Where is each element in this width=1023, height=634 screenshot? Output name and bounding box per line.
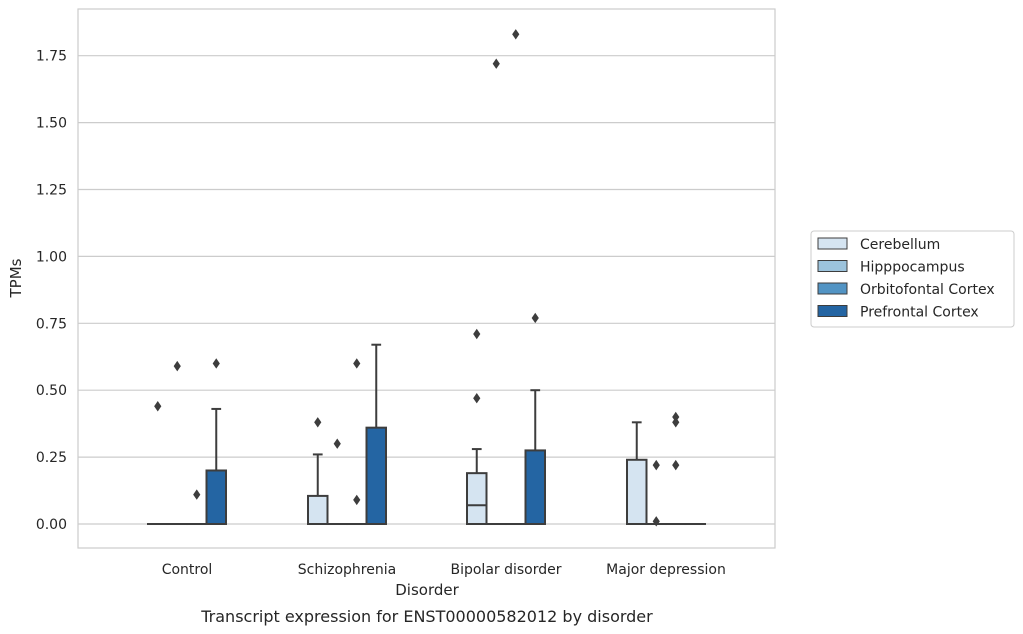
y-tick-label: 0.00	[36, 517, 67, 533]
box-iqr	[307, 494, 329, 526]
x-tick-label: Control	[162, 562, 213, 578]
plot-background	[78, 9, 775, 548]
legend-frame	[810, 230, 1015, 328]
box-0-1	[307, 417, 329, 526]
x-axis-ticks: Control Schizophrenia Bipolar disorder Majo…	[162, 562, 726, 578]
box-1-1	[326, 438, 348, 526]
outlier-point	[353, 358, 361, 369]
outlier-point	[512, 29, 520, 40]
y-tick-label: 0.50	[36, 383, 67, 399]
box-2-1	[346, 358, 368, 526]
legend-label: Orbitofontal Cortex	[860, 282, 995, 298]
box-3-0	[205, 358, 227, 526]
chart-caption: Transcript expression for ENST0000058201…	[200, 607, 653, 626]
outlier-point	[212, 358, 220, 369]
y-tick-label: 1.00	[36, 249, 67, 265]
x-axis-label: Disorder	[395, 581, 459, 599]
box-3-1	[365, 343, 387, 525]
outlier-point	[531, 312, 539, 324]
outlier-point	[672, 459, 680, 471]
legend-swatch	[817, 305, 848, 317]
y-tick-label: 1.25	[36, 183, 67, 199]
box-iqr	[205, 469, 227, 526]
x-tick-label: Schizophrenia	[298, 562, 396, 578]
outlier-point	[473, 393, 481, 404]
outlier-point	[314, 417, 322, 428]
plot-frame	[77, 8, 776, 549]
y-tick-label: 1.75	[36, 49, 67, 65]
y-tick-label: 1.50	[36, 116, 67, 132]
outlier-point	[333, 438, 341, 449]
y-axis-label: TPMs	[7, 258, 25, 298]
box-0-2	[466, 328, 488, 526]
legend-label: Hipppocampus	[860, 260, 965, 276]
legend-label: Prefrontal Cortex	[860, 305, 979, 321]
box-iqr	[365, 426, 387, 525]
box-iqr	[524, 449, 546, 525]
y-tick-label: 0.75	[36, 316, 67, 332]
outlier-point	[473, 328, 481, 340]
legend: Cerebellum Hipppocampus Orbitofontal Corte…	[810, 230, 1015, 328]
box-iqr	[466, 472, 488, 526]
y-axis-ticks: 0.00 0.25 0.50 0.75 1.00 1.25 1.50 1.75	[36, 49, 67, 533]
box-plots	[147, 29, 706, 527]
outlier-point	[154, 401, 162, 412]
outlier-point	[353, 494, 361, 506]
x-tick-label: Major depression	[606, 562, 726, 578]
y-tick-label: 0.25	[36, 450, 67, 466]
legend-swatch	[817, 260, 848, 272]
box-2-3	[665, 411, 687, 526]
x-tick-label: Bipolar disorder	[450, 562, 561, 578]
box-0-3	[626, 421, 648, 525]
legend-swatch	[817, 282, 848, 295]
legend-swatch	[817, 237, 848, 250]
outlier-point	[193, 489, 201, 500]
gridlines	[78, 55, 775, 525]
outlier-point	[492, 58, 500, 69]
outlier-point	[652, 516, 660, 527]
box-iqr	[626, 458, 648, 525]
box-3-2	[524, 312, 546, 525]
outlier-point	[672, 417, 680, 428]
outlier-point	[672, 411, 680, 423]
box-1-0	[166, 360, 188, 526]
outlier-point	[652, 459, 660, 471]
outlier-point	[173, 360, 181, 372]
legend-label: Cerebellum	[860, 237, 940, 253]
